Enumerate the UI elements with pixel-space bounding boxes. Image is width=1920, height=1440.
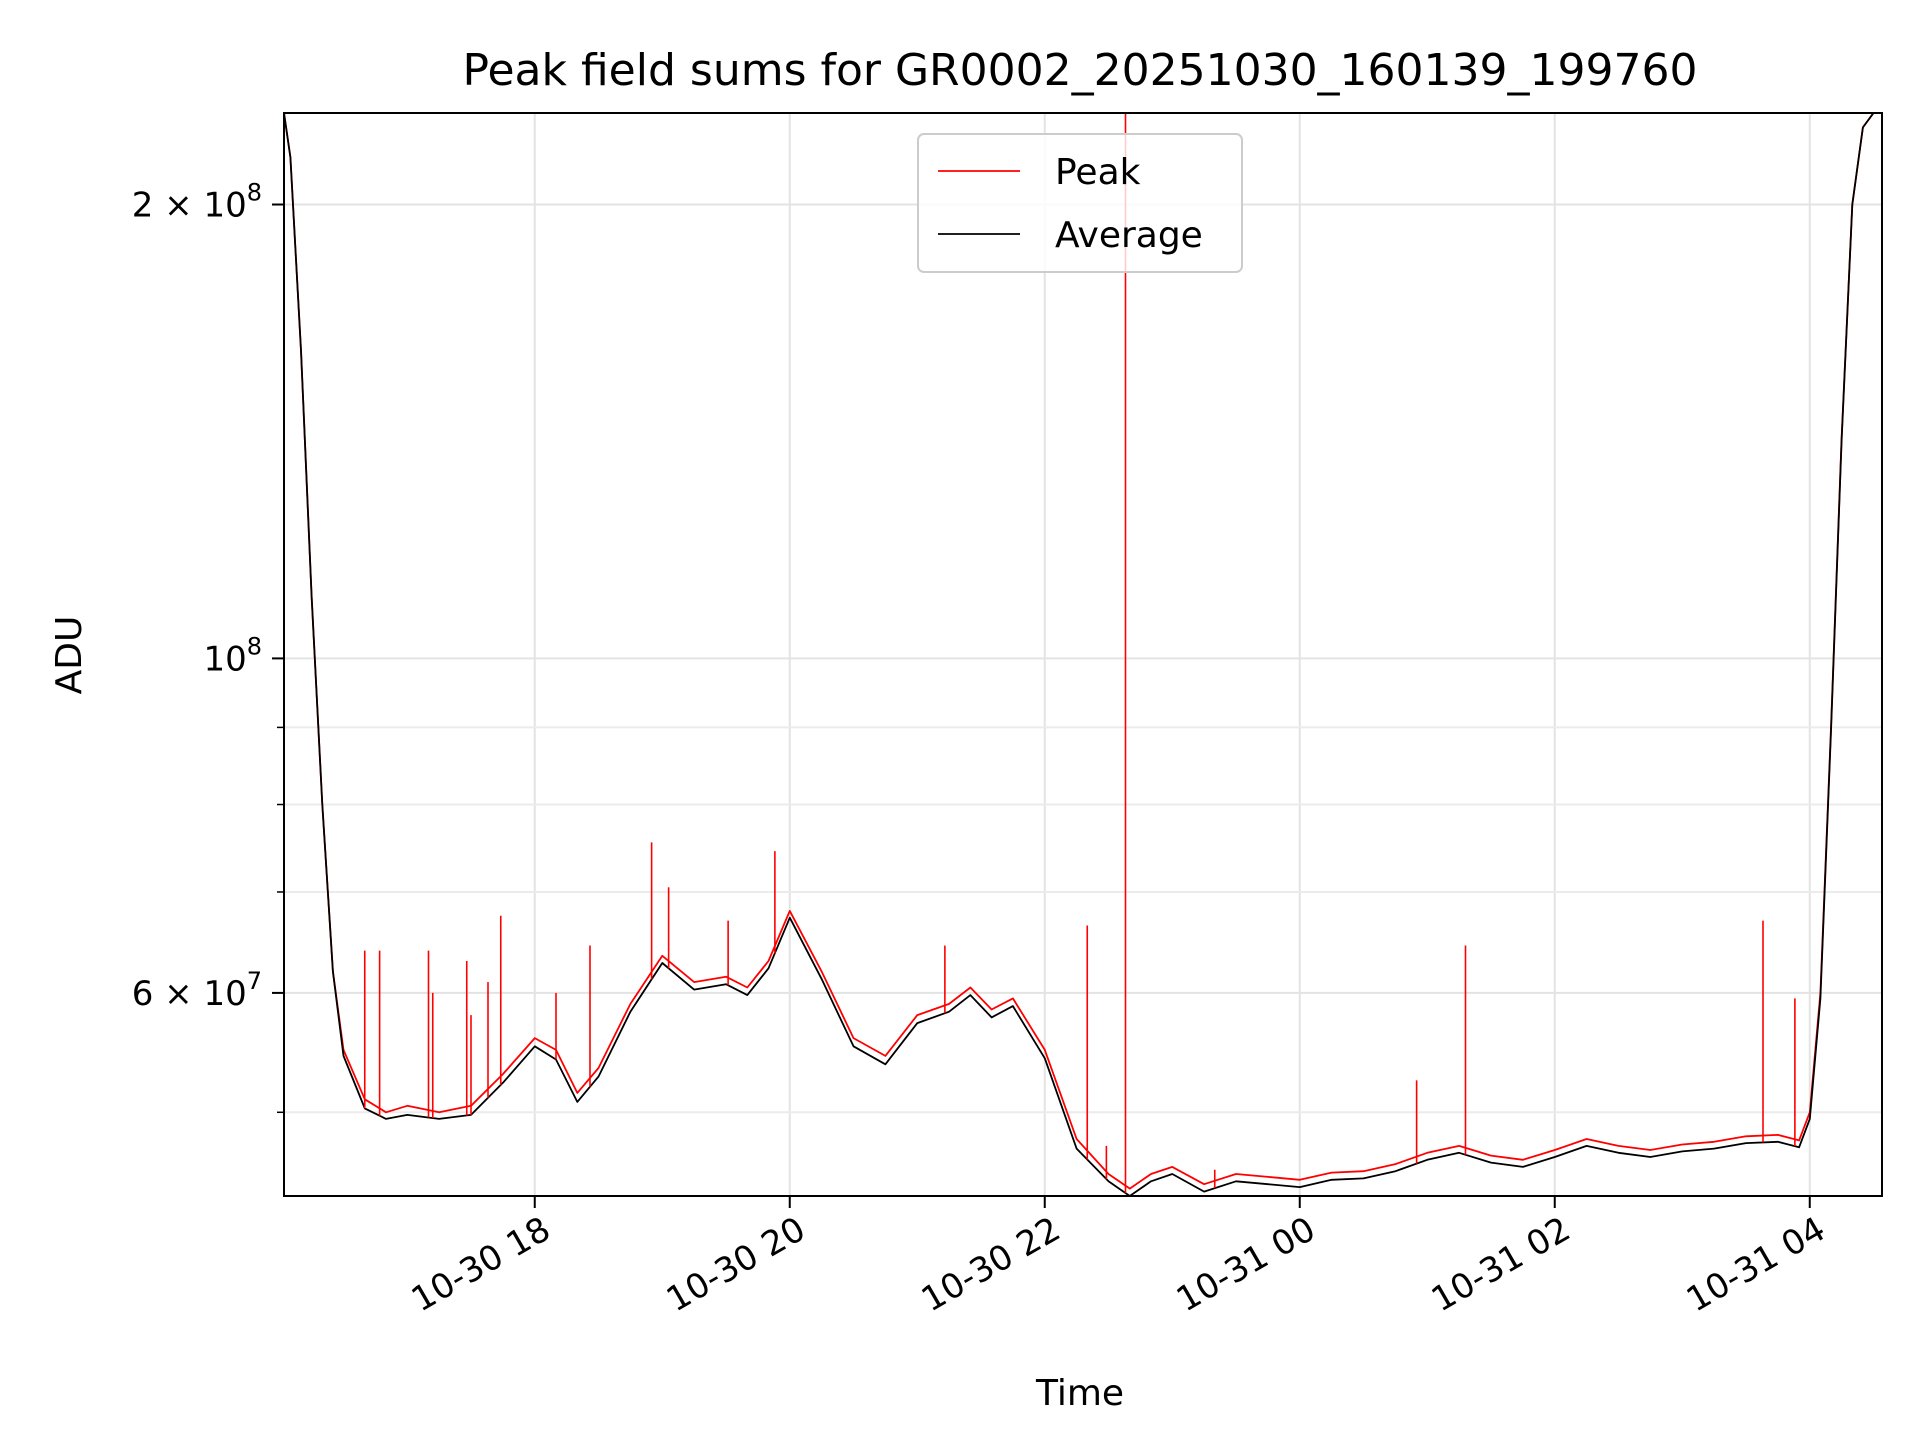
series-line-peak — [284, 113, 1875, 1190]
series-line-average — [284, 113, 1875, 1196]
y-tick-label: 6 × 107 — [132, 967, 262, 1014]
chart-title: Peak field sums for GR0002_20251030_1601… — [463, 45, 1698, 96]
y-tick-label: 108 — [203, 632, 262, 679]
series-layer — [284, 113, 1875, 1196]
legend-average-label: Average — [1055, 215, 1203, 256]
y-tick-label: 2 × 108 — [132, 179, 262, 226]
x-axis-label: Time — [1035, 1373, 1124, 1414]
y-axis-label: ADU — [49, 616, 90, 695]
legend-box — [917, 133, 1243, 273]
legend: Peak Average — [917, 133, 1243, 273]
legend-peak-label: Peak — [1055, 152, 1141, 193]
plot-frame — [283, 112, 1883, 1197]
grid — [284, 113, 1882, 1196]
